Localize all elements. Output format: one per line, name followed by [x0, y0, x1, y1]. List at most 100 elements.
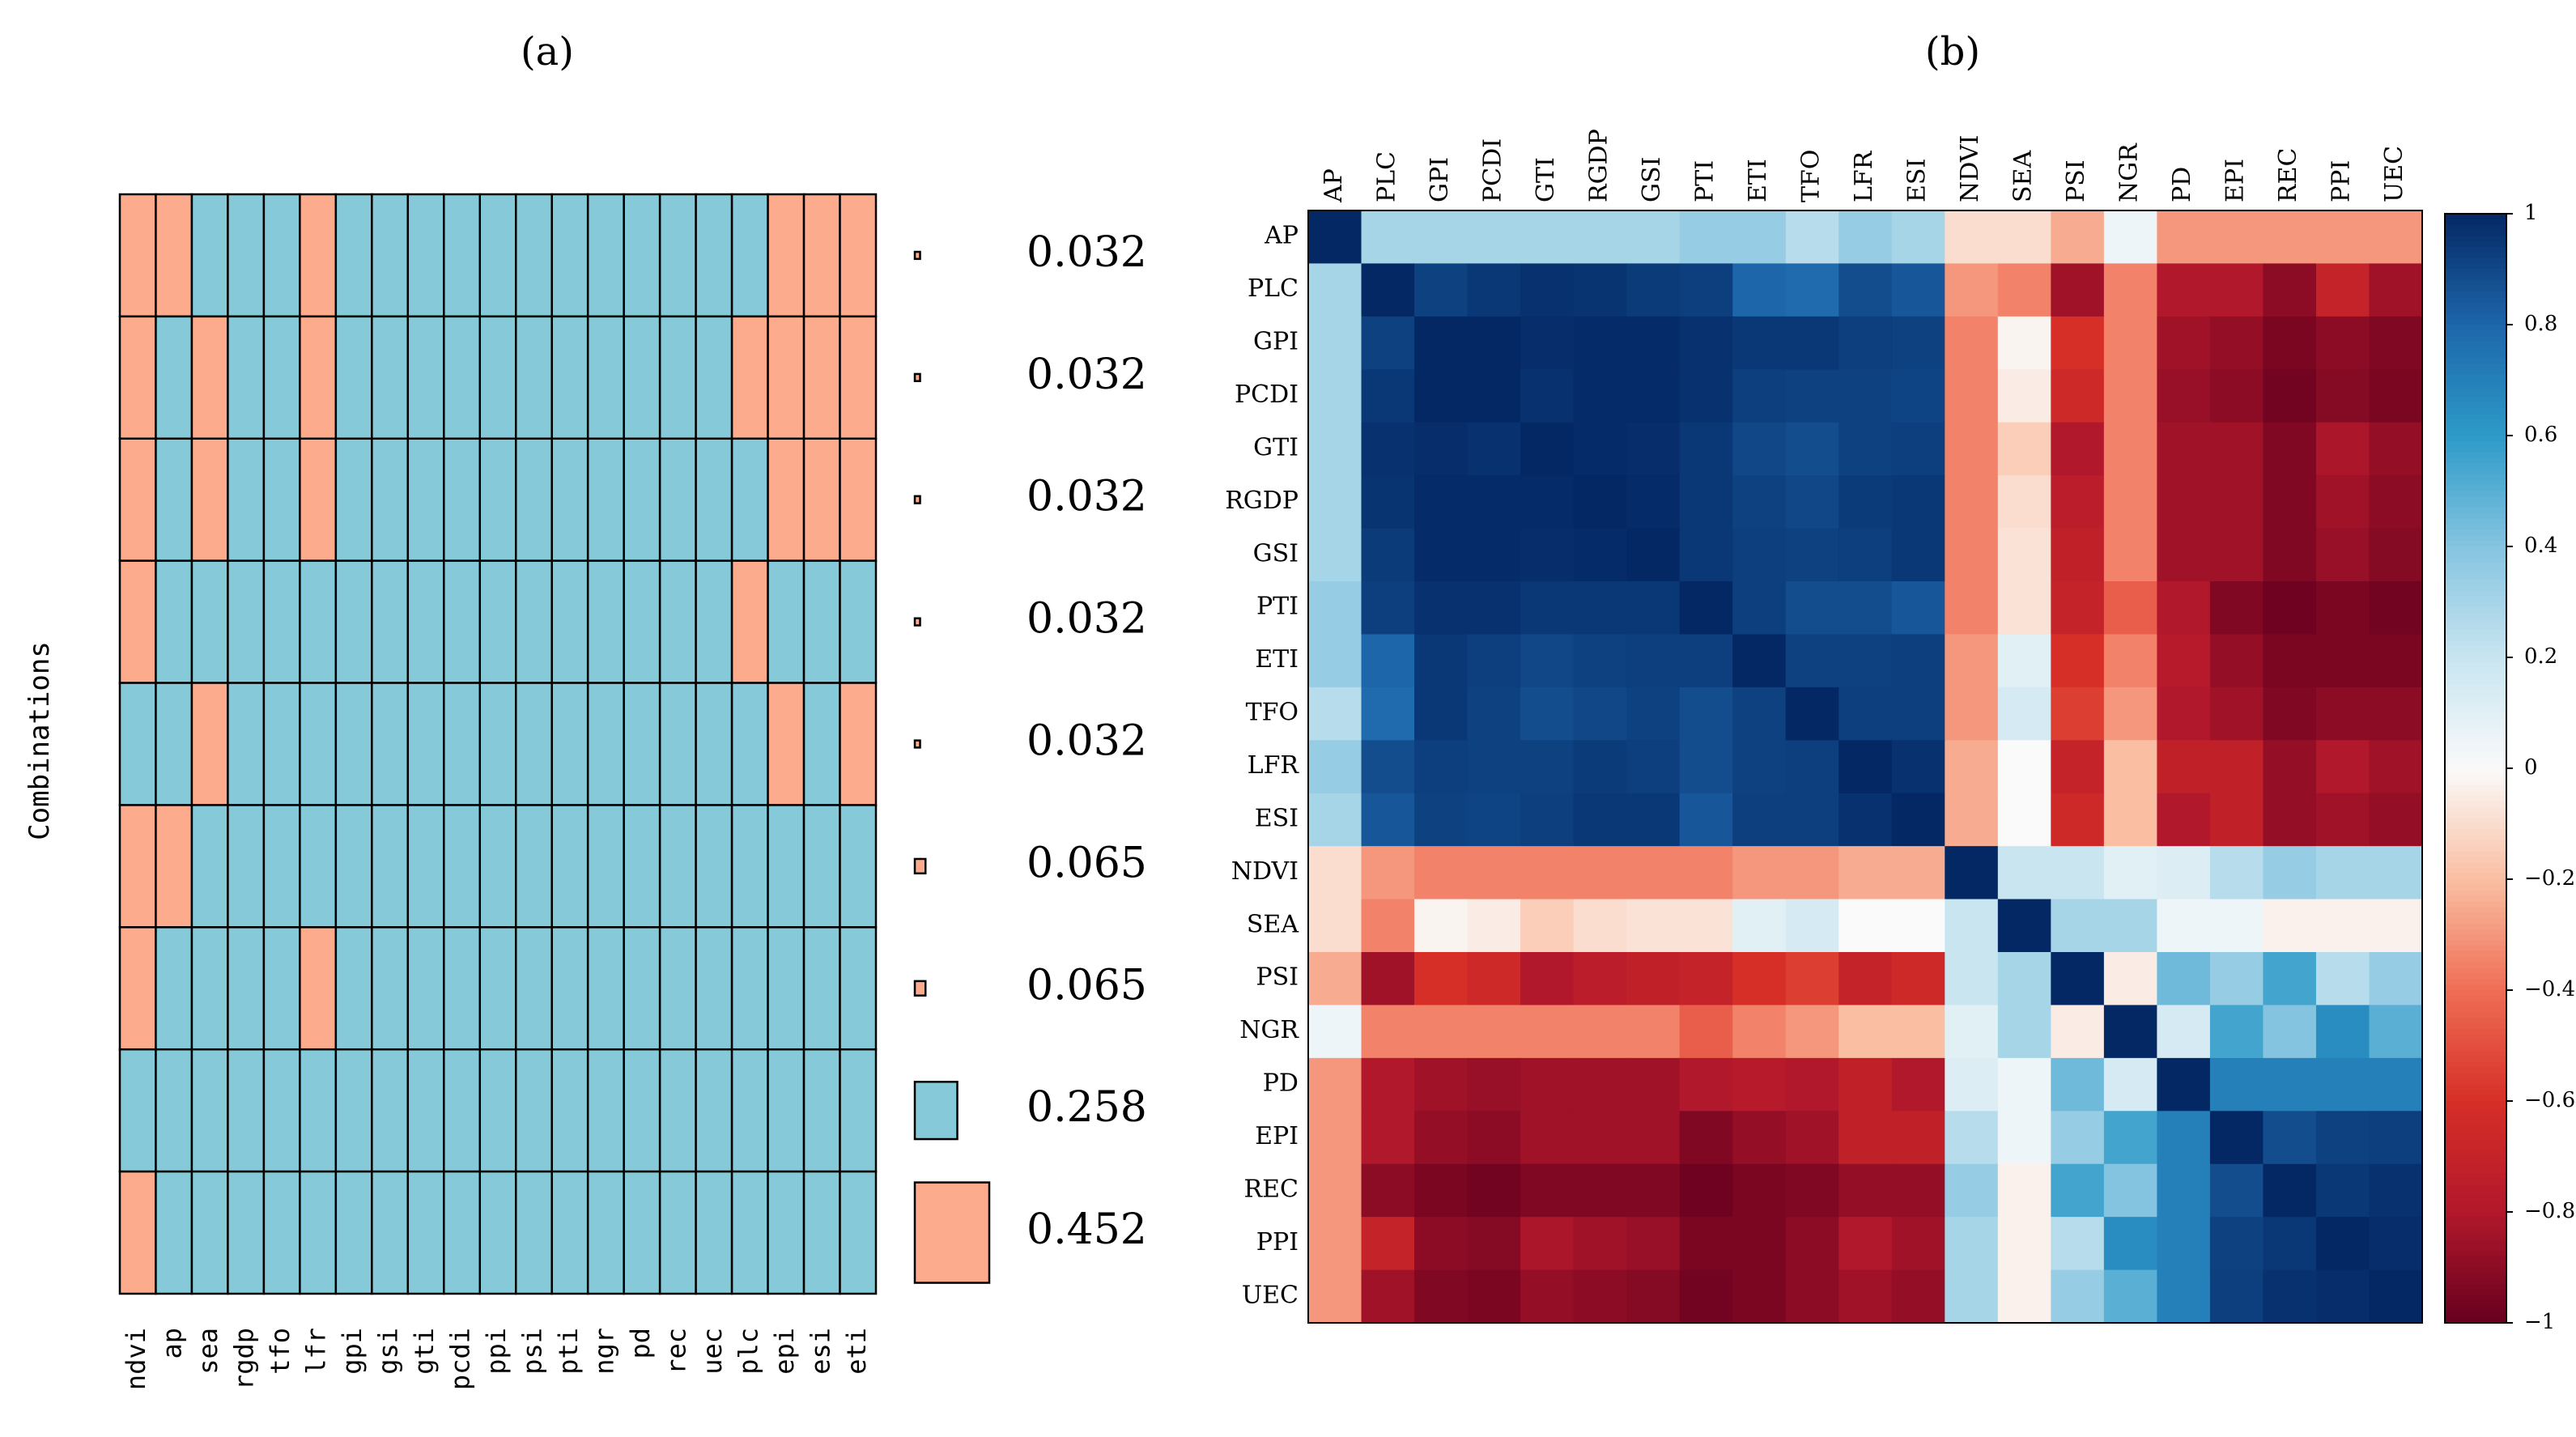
correlation-cell	[2209, 1057, 2264, 1112]
weight-label: 0.032	[1027, 473, 1147, 521]
correlation-cell	[1467, 316, 1521, 370]
combination-cell	[155, 682, 193, 806]
correlation-cell	[2263, 846, 2317, 900]
colorbar-segment	[2445, 1173, 2506, 1180]
correlation-cell	[1945, 210, 1999, 265]
colorbar-segment	[2445, 818, 2506, 825]
correlation-cell	[2051, 1111, 2105, 1165]
combination-cell	[443, 437, 482, 562]
combination-cell	[623, 315, 661, 440]
correlation-cell	[1785, 687, 1839, 741]
column-tick-label: PCDI	[1478, 138, 1507, 202]
colorbar-segment	[2445, 1117, 2506, 1125]
correlation-cell	[1732, 793, 1787, 847]
column-tick-label: GSI	[1638, 157, 1666, 202]
colorbar-segment	[2445, 1001, 2506, 1008]
correlation-cell	[2051, 793, 2105, 847]
colorbar-segment	[2445, 646, 2506, 653]
column-tick-labels: AP PLC GPI PCDI GTI RGDP GSI PTI ETI TFO LFR ESI NDV…	[1320, 129, 2408, 203]
correlation-cell	[1626, 952, 1681, 1006]
combination-cell	[839, 682, 878, 806]
correlation-cell	[2369, 422, 2423, 476]
correlation-cell	[1679, 316, 1733, 370]
colorbar-segment	[2445, 929, 2506, 936]
correlation-cell	[1573, 1217, 1627, 1271]
correlation-cell	[1732, 210, 1787, 265]
correlation-cell	[1838, 316, 1893, 370]
variable-tick-labels: ndvi ap sea rgdp tfo lfr gpi gsi gti pcdi ppi psi pt…	[121, 1328, 872, 1390]
correlation-cell	[1945, 475, 1999, 529]
combination-cell	[478, 559, 517, 684]
combination-cell	[550, 437, 589, 562]
correlation-cell	[1891, 846, 1945, 900]
correlation-cell	[1679, 528, 1733, 582]
correlation-cell	[1945, 740, 1999, 794]
row-tick-label: AP	[1264, 222, 1299, 250]
row-tick-label: PTI	[1256, 593, 1299, 621]
correlation-cell	[1467, 793, 1521, 847]
correlation-cell	[2209, 210, 2264, 265]
colorbar-segment	[2445, 835, 2506, 841]
correlation-cell	[1945, 899, 1999, 953]
colorbar-segment	[2445, 868, 2506, 874]
row-tick-label: ESI	[1255, 804, 1299, 832]
combination-cell	[514, 559, 553, 684]
correlation-cell	[2369, 316, 2423, 370]
variable-tick-label: ngr	[589, 1328, 619, 1375]
combination-cell	[118, 1170, 157, 1295]
combination-cell	[155, 193, 193, 318]
correlation-cell	[1838, 1111, 1893, 1165]
correlation-cell	[1467, 1163, 1521, 1218]
combination-cell	[623, 804, 661, 929]
correlation-cell	[1308, 1005, 1362, 1059]
correlation-cell	[1520, 793, 1575, 847]
correlation-cell	[1361, 740, 1415, 794]
correlation-cell	[1308, 263, 1362, 317]
combination-cell	[190, 1048, 229, 1173]
combination-cell	[658, 1170, 697, 1295]
colorbar-segment	[2445, 1145, 2506, 1152]
correlation-cell	[2157, 1217, 2211, 1271]
colorbar-segment	[2445, 1217, 2506, 1224]
correlation-cell	[1414, 1111, 1469, 1165]
correlation-cell	[2369, 210, 2423, 265]
correlation-cell	[1945, 316, 1999, 370]
correlation-cell	[1945, 1111, 1999, 1165]
combination-cell	[443, 926, 482, 1051]
colorbar-segment	[2445, 784, 2506, 792]
correlation-cell	[2315, 1005, 2370, 1059]
combination-cell	[406, 437, 445, 562]
combination-cell	[802, 1170, 841, 1295]
correlation-cell	[1520, 528, 1575, 582]
combination-cell	[658, 1048, 697, 1173]
correlation-cell	[1679, 740, 1733, 794]
colorbar-segment	[2445, 840, 2506, 847]
colorbar-segment	[2445, 529, 2506, 537]
correlation-cell	[2369, 475, 2423, 529]
correlation-cell	[1891, 528, 1945, 582]
combination-cell	[262, 315, 301, 440]
colorbar-segment	[2445, 890, 2506, 897]
combination-cell	[299, 926, 338, 1051]
colorbar-segment	[2445, 436, 2506, 442]
combination-cell	[227, 1170, 266, 1295]
correlation-cell	[1997, 1163, 2051, 1218]
column-tick-label: PTI	[1690, 160, 1719, 202]
correlation-cell	[2315, 475, 2370, 529]
correlation-cell	[1732, 369, 1787, 423]
variable-tick-label: gsi	[373, 1328, 404, 1375]
correlation-cell	[1414, 634, 1469, 688]
correlation-cell	[2103, 422, 2157, 476]
correlation-cell	[2263, 369, 2317, 423]
combination-grid	[118, 193, 878, 1295]
correlation-cell	[1785, 899, 1839, 953]
combination-cell	[334, 315, 373, 440]
correlation-cell	[1573, 1057, 1627, 1112]
correlation-cell	[1467, 634, 1521, 688]
correlation-cell	[2103, 1057, 2157, 1112]
combination-cell	[334, 804, 373, 929]
correlation-cell	[1891, 422, 1945, 476]
correlation-cell	[1891, 475, 1945, 529]
colorbar-segment	[2445, 973, 2506, 980]
